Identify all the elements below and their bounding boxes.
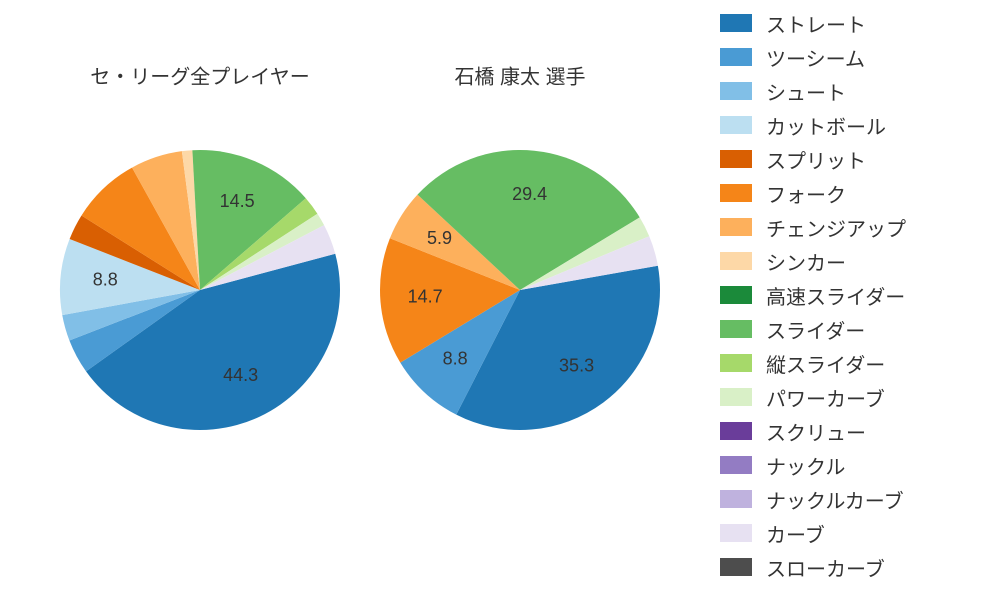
pie-slice-label: 14.7 xyxy=(408,287,443,307)
legend-label: スクリュー xyxy=(766,417,866,446)
legend-swatch xyxy=(720,320,752,338)
legend-label: スライダー xyxy=(766,315,865,344)
legend-swatch xyxy=(720,218,752,236)
legend-item: カーブ xyxy=(720,516,980,550)
legend-item: パワーカーブ xyxy=(720,380,980,414)
legend-item: フォーク xyxy=(720,176,980,210)
legend-swatch xyxy=(720,82,752,100)
legend-item: カットボール xyxy=(720,108,980,142)
legend-label: スローカーブ xyxy=(766,553,885,582)
legend-swatch xyxy=(720,524,752,542)
legend-label: 高速スライダー xyxy=(766,281,905,310)
legend-item: ナックルカーブ xyxy=(720,482,980,516)
legend-label: シンカー xyxy=(766,247,846,276)
pie-slice-label: 35.3 xyxy=(559,355,594,375)
chart-stage: セ・リーグ全プレイヤー 石橋 康太 選手 44.3 8.8 14.5 35.3 8.8… xyxy=(0,0,1000,600)
chart-title-player: 石橋 康太 選手 xyxy=(454,61,585,90)
pie-slice-label: 5.9 xyxy=(427,228,452,248)
legend-label: フォーク xyxy=(766,179,846,208)
legend-item: スプリット xyxy=(720,142,980,176)
legend-item: ストレート xyxy=(720,6,980,40)
legend-swatch xyxy=(720,422,752,440)
legend-label: ツーシーム xyxy=(766,43,865,72)
legend-item: ナックル xyxy=(720,448,980,482)
chart-title-league: セ・リーグ全プレイヤー xyxy=(90,61,309,90)
legend-item: スクリュー xyxy=(720,414,980,448)
legend-label: 縦スライダー xyxy=(766,349,885,378)
legend-item: 縦スライダー xyxy=(720,346,980,380)
legend-swatch xyxy=(720,286,752,304)
pie-slice-label: 8.8 xyxy=(443,348,468,368)
legend-swatch xyxy=(720,388,752,406)
pie-chart-player: 35.3 8.8 14.7 5.9 29.4 xyxy=(330,100,710,480)
legend-label: チェンジアップ xyxy=(766,213,906,242)
legend-swatch xyxy=(720,184,752,202)
pie-slice-label: 29.4 xyxy=(512,184,547,204)
legend-item: 高速スライダー xyxy=(720,278,980,312)
legend: ストレートツーシームシュートカットボールスプリットフォークチェンジアップシンカー… xyxy=(720,6,980,584)
legend-item: スライダー xyxy=(720,312,980,346)
legend-swatch xyxy=(720,150,752,168)
legend-swatch xyxy=(720,456,752,474)
legend-label: ナックルカーブ xyxy=(766,485,904,514)
legend-label: ストレート xyxy=(766,9,866,38)
legend-swatch xyxy=(720,558,752,576)
legend-item: シンカー xyxy=(720,244,980,278)
legend-label: シュート xyxy=(766,77,846,106)
legend-item: チェンジアップ xyxy=(720,210,980,244)
legend-label: スプリット xyxy=(766,145,866,174)
legend-item: シュート xyxy=(720,74,980,108)
legend-label: カットボール xyxy=(766,111,886,140)
pie-slice-label: 44.3 xyxy=(223,365,258,385)
legend-swatch xyxy=(720,490,752,508)
legend-item: ツーシーム xyxy=(720,40,980,74)
legend-swatch xyxy=(720,48,752,66)
legend-label: カーブ xyxy=(766,519,825,548)
legend-label: パワーカーブ xyxy=(766,383,885,412)
legend-label: ナックル xyxy=(766,451,845,480)
legend-swatch xyxy=(720,14,752,32)
pie-slice-label: 8.8 xyxy=(93,270,118,290)
legend-swatch xyxy=(720,116,752,134)
legend-item: スローカーブ xyxy=(720,550,980,584)
legend-swatch xyxy=(720,252,752,270)
legend-swatch xyxy=(720,354,752,372)
pie-slice-label: 14.5 xyxy=(220,191,255,211)
